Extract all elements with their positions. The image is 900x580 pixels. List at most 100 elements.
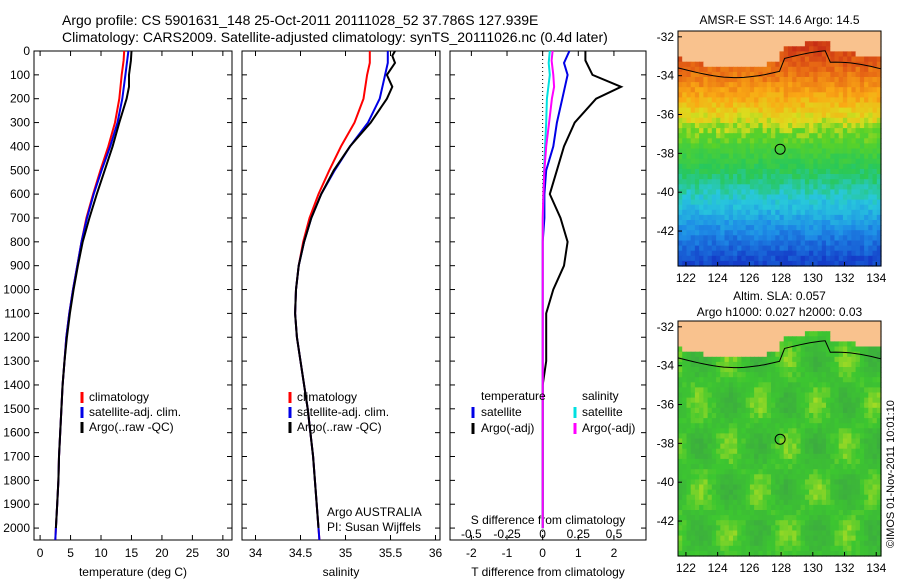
map-cell (678, 225, 683, 231)
map-cell (834, 438, 840, 445)
map-cell (809, 209, 814, 216)
map-cell (737, 112, 742, 119)
map-cell (864, 407, 869, 414)
map-cell (703, 220, 709, 226)
map-cell (720, 112, 726, 119)
map-cell (703, 31, 709, 37)
map-cell (686, 153, 692, 160)
map-cell (783, 255, 789, 262)
map-cell (855, 382, 861, 388)
map-cell (711, 184, 717, 190)
map-cell (720, 66, 726, 73)
map-cell (796, 46, 802, 52)
map-cell (754, 423, 759, 429)
map-cell (711, 128, 717, 134)
map-cell (842, 168, 848, 175)
map-cell (855, 413, 861, 419)
map-cell (783, 102, 789, 109)
map-cell (779, 499, 785, 506)
map-cell (716, 387, 721, 394)
map-cell (826, 510, 831, 516)
map-cell (834, 525, 840, 531)
map-cell (809, 540, 814, 547)
map-cell (682, 448, 687, 455)
map-cell (694, 220, 700, 226)
map-cell (821, 504, 827, 511)
map-cell (766, 250, 772, 257)
map-cell (800, 367, 806, 373)
map-cell (821, 250, 827, 257)
map-cell (724, 97, 730, 104)
map-cell (788, 92, 793, 98)
map-cell (826, 220, 831, 226)
map-cell (847, 240, 852, 247)
map-cell (842, 148, 848, 155)
map-cell (859, 51, 865, 58)
x-axis-label: T difference from climatology (471, 565, 625, 579)
map-cell (838, 204, 844, 211)
map-cell (758, 184, 764, 190)
map-cell (762, 77, 768, 83)
map-cell (775, 36, 781, 42)
map-cell (758, 321, 764, 327)
map-cell (771, 61, 776, 68)
map-cell (826, 174, 831, 180)
map-cell (872, 382, 878, 388)
map-cell (821, 92, 827, 98)
map-cell (724, 143, 730, 150)
map-cell (737, 418, 742, 424)
map-cell (842, 117, 848, 124)
map-cell (758, 117, 764, 124)
map-cell (720, 530, 726, 537)
map-cell (682, 433, 687, 440)
map-cell (707, 31, 713, 37)
map-cell (826, 356, 831, 363)
map-cell (699, 372, 704, 378)
map-cell (775, 402, 781, 409)
map-cell (859, 489, 865, 496)
map-cell (821, 174, 827, 180)
map-cell (821, 545, 827, 552)
map-cell (783, 153, 789, 160)
map-cell (745, 214, 751, 221)
map-cell (749, 235, 755, 241)
map-cell (788, 418, 793, 424)
map-cell (745, 174, 751, 180)
map-cell (737, 107, 742, 114)
map-cell (792, 535, 797, 542)
map-cell (720, 230, 726, 236)
map-cell (716, 545, 721, 552)
map-cell (826, 123, 831, 129)
map-cell (733, 382, 738, 388)
map-cell (745, 372, 751, 378)
map-cell (754, 189, 759, 196)
map-cell (809, 97, 814, 104)
map-cell (872, 148, 878, 155)
map-cell (775, 356, 781, 363)
map-cell (830, 453, 836, 460)
map-cell (754, 168, 759, 175)
map-cell (826, 71, 831, 78)
map-cell (804, 372, 810, 378)
map-cell (851, 61, 857, 68)
map-cell (821, 382, 827, 388)
map-cell (779, 494, 785, 501)
map-cell (758, 97, 764, 104)
map-cell (741, 367, 747, 373)
map-cell (859, 428, 865, 434)
map-cell (682, 153, 687, 160)
map-cell (817, 143, 823, 150)
map-cell (682, 204, 687, 211)
map-cell (817, 545, 823, 552)
map-cell (842, 92, 848, 98)
map-cell (821, 515, 827, 521)
map-cell (821, 423, 827, 429)
map-cell (771, 464, 776, 470)
map-cell (745, 112, 751, 119)
map-cell (754, 448, 759, 455)
map-cell (855, 77, 861, 83)
map-cell (872, 499, 878, 506)
map-cell (796, 128, 802, 134)
map-cell (842, 341, 848, 348)
map-cell (792, 163, 797, 170)
